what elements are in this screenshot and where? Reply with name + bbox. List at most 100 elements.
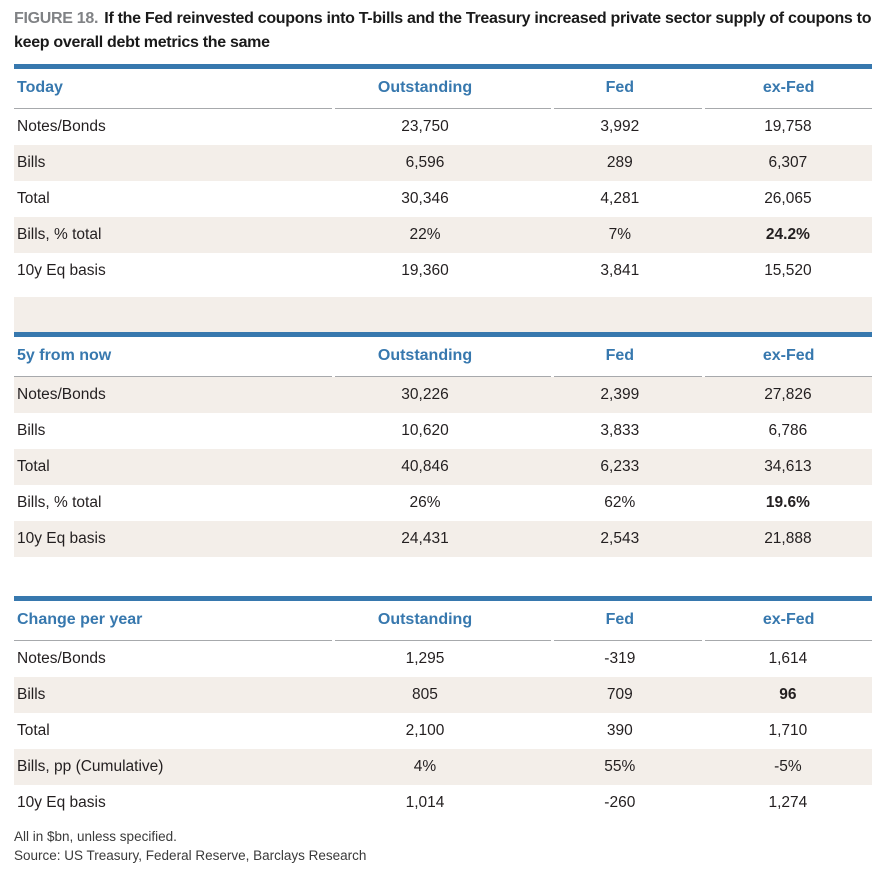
cell-exfed: 6,786 [768,422,808,439]
table-today: Today Outstanding Fed ex-Fed Notes/Bonds… [14,64,872,289]
table-header-row: 5y from now Outstanding Fed ex-Fed [14,332,872,377]
column-header-exfed: ex-Fed [702,64,872,109]
cell-fed: 6,233 [600,458,640,475]
cell-fed: 3,841 [600,262,640,279]
cell-exfed: 19.6% [765,494,810,511]
table-row: Bills, % total 26% 62% 19.6% [14,485,872,521]
row-label: Bills [17,422,46,439]
cell-exfed: -5% [774,758,802,775]
cell-outstanding: 1,295 [405,650,445,667]
column-header-exfed: ex-Fed [702,596,872,641]
cell-outstanding: 2,100 [405,722,445,739]
cell-exfed: 24.2% [765,226,810,243]
table-row: Total 2,100 390 1,710 [14,713,872,749]
table-separator [14,557,872,596]
cell-fed: 3,992 [600,118,640,135]
table-row: Notes/Bonds 23,750 3,992 19,758 [14,108,872,145]
column-header-fed: Fed [551,332,704,377]
cell-fed: 2,543 [600,530,640,547]
cell-fed: -319 [604,650,636,667]
cell-outstanding: 23,750 [401,118,449,135]
table-section-title: 5y from now [14,332,334,377]
column-header-exfed: ex-Fed [702,332,872,377]
table-row: Total 40,846 6,233 34,613 [14,449,872,485]
cell-exfed: 6,307 [768,154,808,171]
cell-fed: 289 [606,154,633,171]
row-label: Total [17,722,50,739]
table-separator [14,289,872,332]
column-header-fed: Fed [551,596,704,641]
row-label: 10y Eq basis [17,262,106,279]
cell-outstanding: 805 [412,686,438,703]
row-label: Bills, pp (Cumulative) [17,758,164,775]
cell-outstanding: 19,360 [401,262,449,279]
row-label: Bills [17,686,46,703]
table-5y-from-now: 5y from now Outstanding Fed ex-Fed Notes… [14,332,872,557]
table-section-title: Today [14,64,334,109]
column-header-fed: Fed [551,64,704,109]
row-label: Bills, % total [17,226,102,243]
figure-number-label: FIGURE 18. [14,10,99,27]
cell-outstanding: 6,596 [405,154,445,171]
table-row: Bills, pp (Cumulative) 4% 55% -5% [14,749,872,785]
cell-exfed: 26,065 [764,190,812,207]
cell-exfed: 19,758 [764,118,812,135]
cell-outstanding: 24,431 [401,530,449,547]
cell-outstanding: 30,226 [401,386,449,403]
cell-outstanding: 1,014 [405,794,445,811]
cell-outstanding: 10,620 [401,422,449,439]
cell-outstanding: 40,846 [401,458,449,475]
row-label: Notes/Bonds [17,650,106,667]
cell-exfed: 27,826 [764,386,812,403]
footnotes: All in $bn, unless specified. Source: US… [14,827,872,865]
row-label: Total [17,458,50,475]
row-label: Bills, % total [17,494,102,511]
cell-fed: 55% [604,758,636,775]
cell-exfed: 34,613 [764,458,812,475]
cell-fed: 2,399 [600,386,640,403]
column-header-outstanding: Outstanding [331,64,553,109]
figure-title-text: If the Fed reinvested coupons into T-bil… [14,10,872,51]
row-label: 10y Eq basis [17,530,106,547]
table-row: Bills 6,596 289 6,307 [14,145,872,181]
table-row: Notes/Bonds 1,295 -319 1,614 [14,640,872,677]
cell-exfed: 96 [779,686,797,703]
cell-exfed: 15,520 [764,262,812,279]
cell-exfed: 1,614 [768,650,808,667]
column-header-outstanding: Outstanding [331,596,553,641]
table-row: Notes/Bonds 30,226 2,399 27,826 [14,376,872,413]
row-label: Notes/Bonds [17,386,106,403]
table-section-title: Change per year [14,596,334,641]
cell-outstanding: 26% [409,494,441,511]
row-label: Bills [17,154,46,171]
table-row: Bills 10,620 3,833 6,786 [14,413,872,449]
cell-outstanding: 30,346 [401,190,449,207]
cell-fed: 7% [608,226,632,243]
units-note: All in $bn, unless specified. [14,829,177,844]
table-row: Bills 805 709 96 [14,677,872,713]
cell-exfed: 21,888 [764,530,812,547]
cell-exfed: 1,710 [768,722,808,739]
cell-fed: 3,833 [600,422,640,439]
column-header-outstanding: Outstanding [331,332,553,377]
table-row: 10y Eq basis 1,014 -260 1,274 [14,785,872,821]
row-label: 10y Eq basis [17,794,106,811]
cell-fed: -260 [604,794,636,811]
source-note: Source: US Treasury, Federal Reserve, Ba… [14,848,367,863]
row-label: Notes/Bonds [17,118,106,135]
table-row: 10y Eq basis 24,431 2,543 21,888 [14,521,872,557]
table-row: Total 30,346 4,281 26,065 [14,181,872,217]
cell-outstanding: 4% [413,758,437,775]
cell-exfed: 1,274 [768,794,808,811]
table-row: Bills, % total 22% 7% 24.2% [14,217,872,253]
table-header-row: Change per year Outstanding Fed ex-Fed [14,596,872,641]
table-header-row: Today Outstanding Fed ex-Fed [14,64,872,109]
cell-fed: 4,281 [600,190,640,207]
figure-caption: FIGURE 18. If the Fed reinvested coupons… [14,7,872,55]
cell-fed: 390 [606,722,633,739]
table-row: 10y Eq basis 19,360 3,841 15,520 [14,253,872,289]
cell-fed: 62% [604,494,636,511]
cell-outstanding: 22% [409,226,441,243]
table-change-per-year: Change per year Outstanding Fed ex-Fed N… [14,596,872,821]
